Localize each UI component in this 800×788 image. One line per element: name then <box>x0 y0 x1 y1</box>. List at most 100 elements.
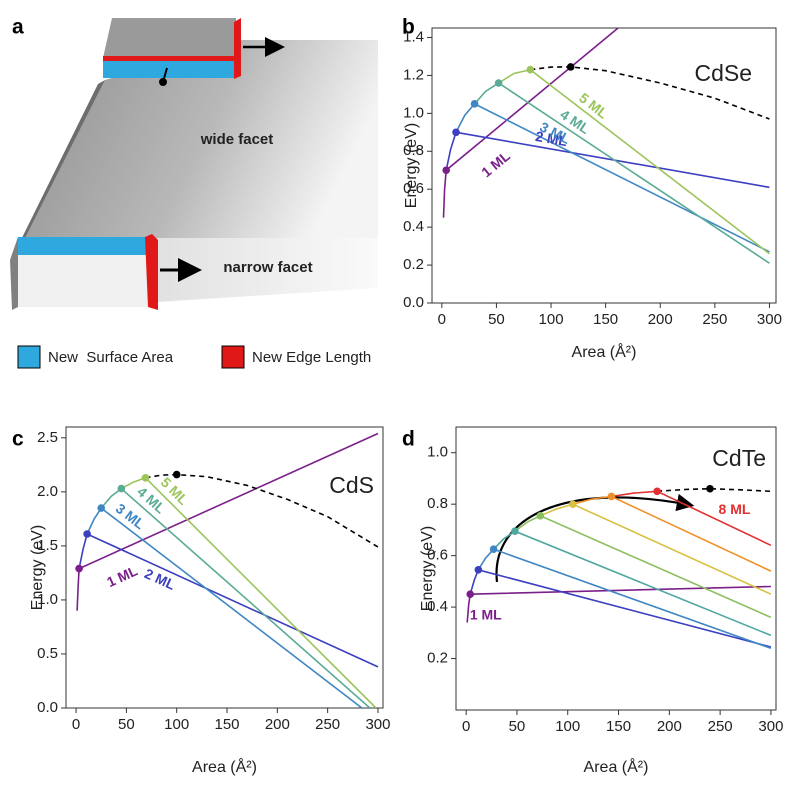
x-tick-label: 150 <box>215 716 240 733</box>
point <box>653 487 661 496</box>
legend-swatch <box>17 345 41 369</box>
plot-frame <box>65 426 384 709</box>
block-face <box>18 255 148 307</box>
point <box>466 590 475 599</box>
x-tick-label: 200 <box>657 718 682 735</box>
y-tick-label: 0.0 <box>37 699 58 716</box>
point <box>526 65 535 74</box>
point <box>566 63 575 71</box>
new-edge <box>145 234 158 310</box>
legend-swatch <box>221 345 245 369</box>
y-tick-label: 0.4 <box>403 218 424 235</box>
x-tick-label: 50 <box>509 718 526 735</box>
plot-area <box>442 28 770 264</box>
y-axis-label: Energy (eV) <box>29 525 46 610</box>
legend-label: New Surface Area <box>48 349 174 366</box>
y-tick-label: 1.5 <box>37 537 58 554</box>
y-tick-label: 0.5 <box>37 645 58 662</box>
x-tick-label: 250 <box>315 716 340 733</box>
chart: 0 50 100 150 200 250 300 0.0 0.5 1.0 1.5 2.0 2.5 Area… <box>12 426 390 776</box>
point <box>489 545 498 554</box>
panel-label: a <box>12 16 24 39</box>
point <box>706 484 714 493</box>
point <box>511 527 519 535</box>
y-tick-label: 1.0 <box>37 591 58 608</box>
y-tick-label: 0.0 <box>403 294 424 311</box>
x-axis-label: Area (Å²) <box>192 757 257 776</box>
point <box>75 564 83 573</box>
chart-title: CdSe <box>694 60 752 86</box>
wide-plate <box>15 40 378 258</box>
x-tick-label: 150 <box>606 718 631 735</box>
plot-frame <box>455 426 777 711</box>
y-tick-label: 0.8 <box>427 495 448 512</box>
y-tick-label: 1.4 <box>403 28 424 45</box>
x-tick-label: 250 <box>702 311 727 328</box>
facet-label: narrow facet <box>223 259 312 276</box>
new-surface <box>18 237 148 255</box>
plot-frame <box>431 27 777 304</box>
envelope-line <box>145 473 379 548</box>
ml-line <box>120 476 377 708</box>
y-axis-label: Energy (eV) <box>403 123 420 208</box>
panel-label: d <box>402 428 415 451</box>
plot-area <box>76 432 379 708</box>
y-tick-label: 1.0 <box>427 444 448 461</box>
x-tick-label: 200 <box>648 311 673 328</box>
chart-title: CdTe <box>712 445 766 471</box>
y-tick-label: 1.0 <box>403 104 424 121</box>
ml-line <box>514 514 772 619</box>
line-label: 1 ML <box>470 607 502 623</box>
y-tick-label: 2.0 <box>37 483 58 500</box>
narrow-face <box>150 238 378 302</box>
x-axis-label: Area (Å²) <box>572 342 637 361</box>
ml-line <box>455 102 770 253</box>
x-tick-label: 0 <box>462 718 470 735</box>
line-label: 1 ML <box>104 562 140 590</box>
line-labels: 1 ML 8 ML <box>470 501 751 623</box>
ml-line <box>477 548 772 650</box>
ml-line <box>498 68 770 255</box>
ml-line <box>442 28 620 218</box>
ml-line <box>76 432 379 611</box>
ml-line <box>78 532 379 668</box>
x-tick-label: 300 <box>757 311 782 328</box>
illustration: wide facet narrow facet New Surface Area… <box>10 16 378 369</box>
line-label: 2 ML <box>142 565 178 593</box>
ml-line <box>466 585 771 623</box>
ml-line <box>100 487 371 708</box>
x-tick-label: 50 <box>118 716 135 733</box>
new-edge <box>234 18 241 79</box>
y-tick-label: 0.4 <box>427 598 448 615</box>
ml-line <box>539 503 772 595</box>
ml-line <box>469 568 772 648</box>
plate-edge <box>10 80 105 262</box>
y-tick-label: 1.2 <box>403 66 424 83</box>
point <box>141 473 150 482</box>
chart-title: CdS <box>329 472 374 498</box>
x-tick-label: 0 <box>72 716 80 733</box>
point <box>470 100 479 108</box>
line-label: 3 ML <box>113 500 148 532</box>
facet-label: wide facet <box>200 131 274 148</box>
x-tick-label: 300 <box>758 718 783 735</box>
point <box>452 128 460 137</box>
chart: 0 50 100 150 200 250 300 0.2 0.4 0.6 0.8 1.0 Area (Å… <box>402 426 783 776</box>
x-tick-label: 50 <box>488 311 505 328</box>
y-tick-label: 0.6 <box>427 547 448 564</box>
point <box>494 79 503 87</box>
chart: 0 50 100 150 200 250 300 0.0 0.2 0.4 0.6 0.8 1.0 1.2 1… <box>402 16 782 362</box>
plot-area <box>466 487 772 650</box>
x-tick-label: 300 <box>365 716 390 733</box>
ml-line <box>611 490 772 547</box>
envelope-line <box>530 66 770 120</box>
point <box>83 530 91 538</box>
x-tick-label: 100 <box>164 716 189 733</box>
line-label: 2 ML <box>534 128 569 149</box>
legend-label: New Edge Length <box>252 349 371 366</box>
ml-line <box>572 495 772 572</box>
y-tick-label: 0.2 <box>427 650 448 667</box>
ml-line <box>473 82 770 264</box>
point <box>442 166 450 175</box>
